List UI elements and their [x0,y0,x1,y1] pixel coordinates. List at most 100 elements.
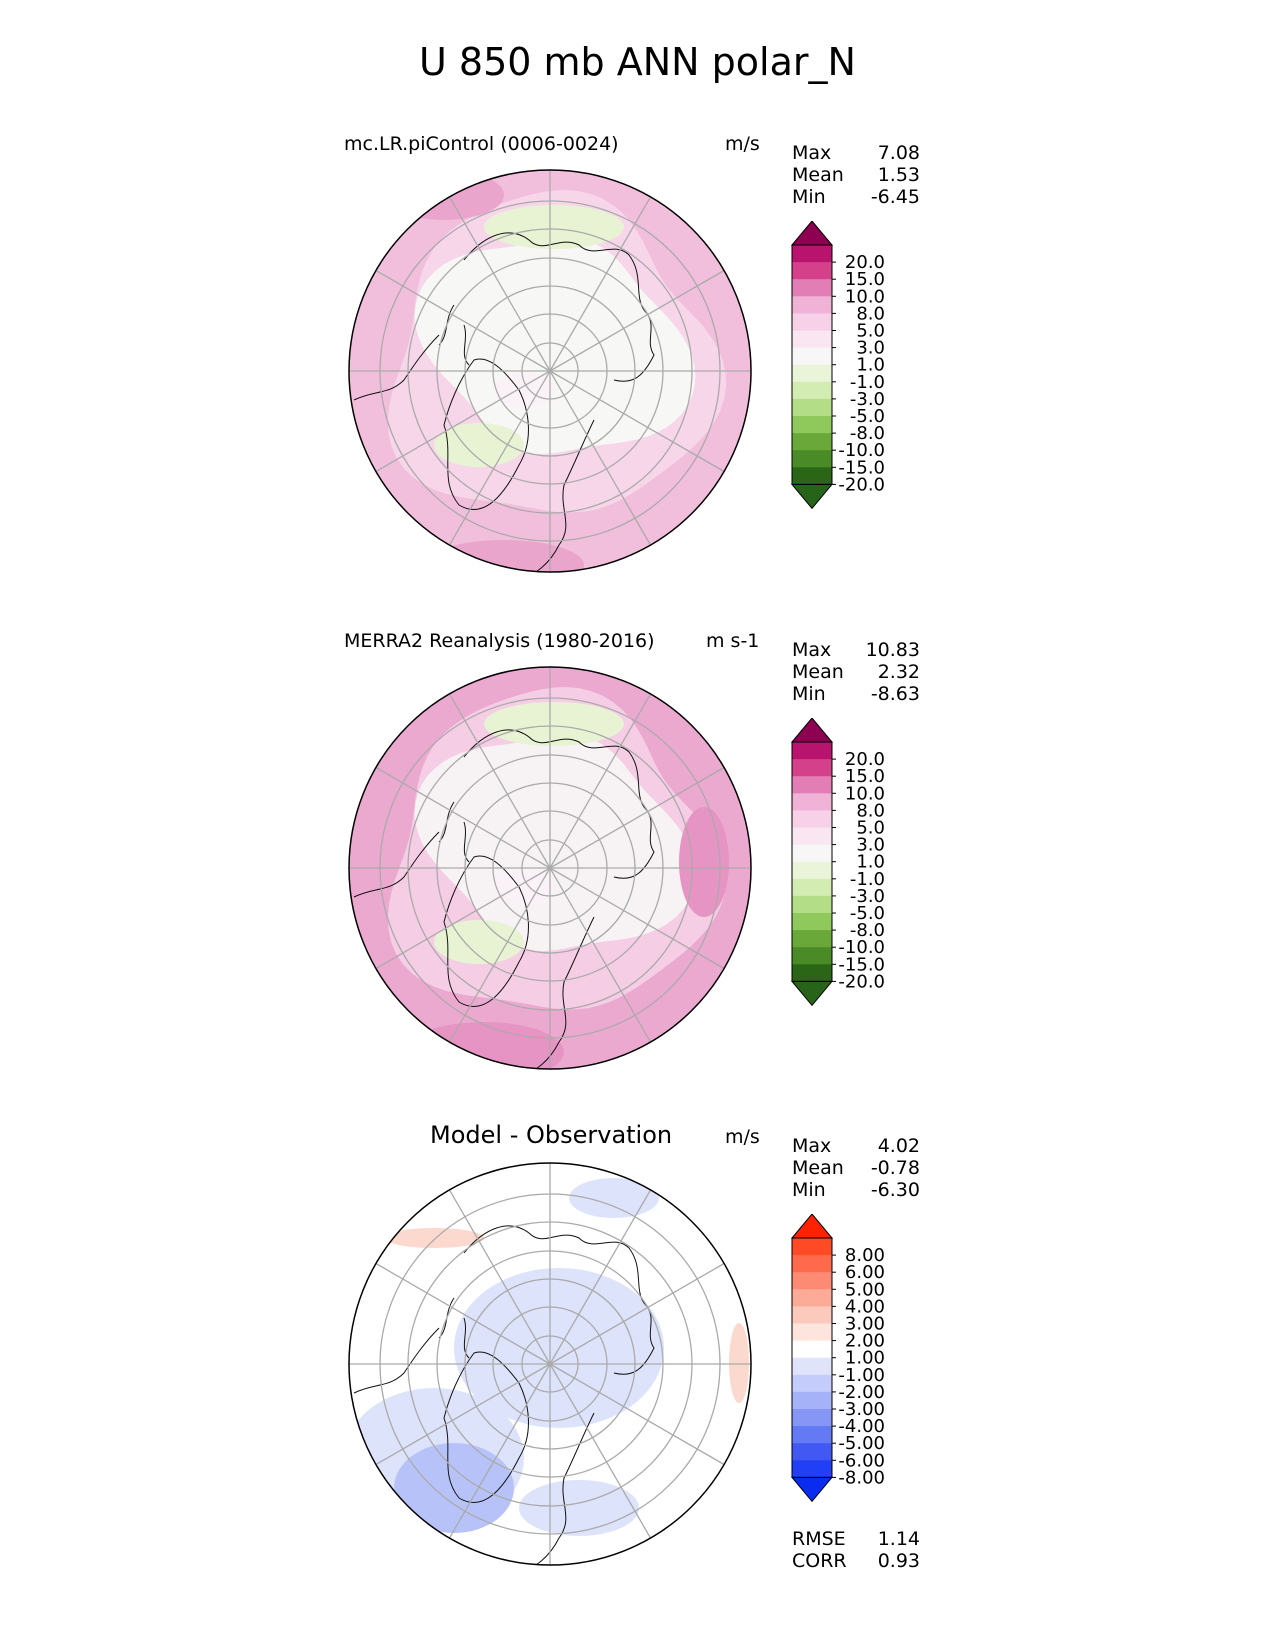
stat-mean-value: 2.32 [877,661,920,683]
panel-units: m/s [725,133,760,155]
colorbar-tick-label: 1.0 [856,355,885,376]
colorbar-segment [792,467,832,485]
colorbar-tick-label: 20.0 [845,252,885,273]
colorbar-segment [792,433,832,451]
panel-title: mc.LR.piControl (0006-0024) [344,133,619,155]
colorbar-segment [792,450,832,468]
colorbar-tick-label: -6.00 [838,1450,885,1471]
graticule-meridian [448,196,551,372]
colorbar-segment [792,964,832,982]
rmse-value: 1.14 [877,1528,920,1550]
colorbar-extend-bottom [790,483,834,510]
colorbar-tick-label: 3.00 [845,1314,885,1335]
colorbar-segment [792,1460,832,1478]
colorbar-extend-bottom [790,1476,834,1503]
stat-max-label: Max [792,639,832,661]
colorbar-segment [792,776,832,794]
coastline-greenland [443,1351,529,1503]
graticule-meridian [549,1363,725,1466]
colorbar-segment [792,1391,832,1410]
colorbar-tick-label: -20.0 [838,474,885,495]
stat-min-label: Min [792,1179,826,1201]
graticule-meridian [375,1363,551,1466]
graticule-meridian [448,1363,551,1539]
colorbar-segment [792,1238,832,1256]
figure-title: U 850 mb ANN polar_N [419,40,856,84]
field-local [494,372,554,408]
colorbar-tick-label: 8.0 [856,800,885,821]
field-strong-pacific [679,807,729,917]
panel-title: Model - Observation [430,1121,673,1149]
colorbar-segment [792,1409,832,1427]
stats-box: Max 7.08 Mean 1.53 Min -6.45 [792,142,920,208]
colorbar-segment [792,861,832,880]
graticule-meridian [375,370,551,473]
colorbar-segment [792,347,832,366]
colorbar-segment [792,1289,832,1307]
colorbar-tick-label: -1.0 [850,372,885,393]
colorbar-segment [792,1272,832,1290]
stat-min-label: Min [792,186,826,208]
skill-scores: RMSE 1.14 CORR 0.93 [792,1528,920,1572]
graticule-meridian [375,867,551,970]
field-polar [414,735,696,951]
map-boundary [348,1162,752,1566]
stat-min-label: Min [792,683,826,705]
stat-min-value: -8.63 [870,683,920,705]
field-positive-edge [729,1323,749,1403]
colorbar-tick-label: -8.0 [850,920,885,941]
colorbar-segment [792,947,832,965]
colorbar-segment [792,245,832,263]
colorbar-tick-label: 5.0 [856,818,885,839]
colorbar-tick-label: -8.0 [850,423,885,444]
colorbar-segment [792,279,832,297]
colorbar-tick-label: 10.0 [845,783,885,804]
coastline-eurasia [463,1225,655,1375]
stat-max-label: Max [792,142,832,164]
graticule-meridian [549,1262,725,1365]
graticule-meridian [549,867,652,1043]
coastline-eurasia [463,232,655,382]
colorbar-tick-label: -1.00 [838,1365,885,1386]
colorbar-segment [792,930,832,948]
polar-map [348,169,752,573]
panel-units: m s-1 [706,630,760,652]
colorbar-segment [792,810,832,828]
coastline-canada [353,831,440,898]
panel-model: mc.LR.piControl (0006-0024) m/s Max 7.08 … [0,130,1275,610]
colorbar-extend-bottom [790,980,834,1007]
colorbar-segment [792,1323,832,1342]
colorbar-tick-label: -20.0 [838,971,885,992]
colorbar-segment [792,1443,832,1461]
colorbar-tick-label: 2.00 [845,1331,885,1352]
field-strong-atlantic [384,170,504,220]
coastline-eurasia [463,729,655,879]
colorbar-segment [792,330,832,349]
field-positive-band [384,1228,484,1248]
stat-max-label: Max [792,1135,832,1157]
colorbar-tick-label: -15.0 [838,954,885,975]
corr-label: CORR [792,1550,847,1572]
colorbar-tick-label: 1.00 [845,1348,885,1369]
field-negative-south [519,1480,639,1536]
colorbar-tick-label: -3.0 [850,886,885,907]
map-boundary [348,666,752,1070]
colorbar-extend-top [790,718,834,743]
field-easterly-band [484,702,624,746]
colorbar-tick-label: -10.0 [838,937,885,958]
colorbar-segment [792,844,832,863]
rmse-label: RMSE [792,1528,846,1550]
stats-box: Max 10.83 Mean 2.32 Min -8.63 [792,639,920,705]
colorbar-segment [792,262,832,280]
colorbar-tick-label: -10.0 [838,440,885,461]
graticule-meridian [375,766,551,869]
colorbar-tick-label: -1.0 [850,869,885,890]
colorbar-extend-top [790,1214,834,1239]
map-boundary [348,169,752,573]
graticule-meridian [549,867,725,970]
colorbar-tick-label: 15.0 [845,766,885,787]
colorbar-segment [792,742,832,760]
field-local [494,869,554,905]
graticule-meridian [549,693,652,869]
colorbar-tick-label: -5.00 [838,1433,885,1454]
